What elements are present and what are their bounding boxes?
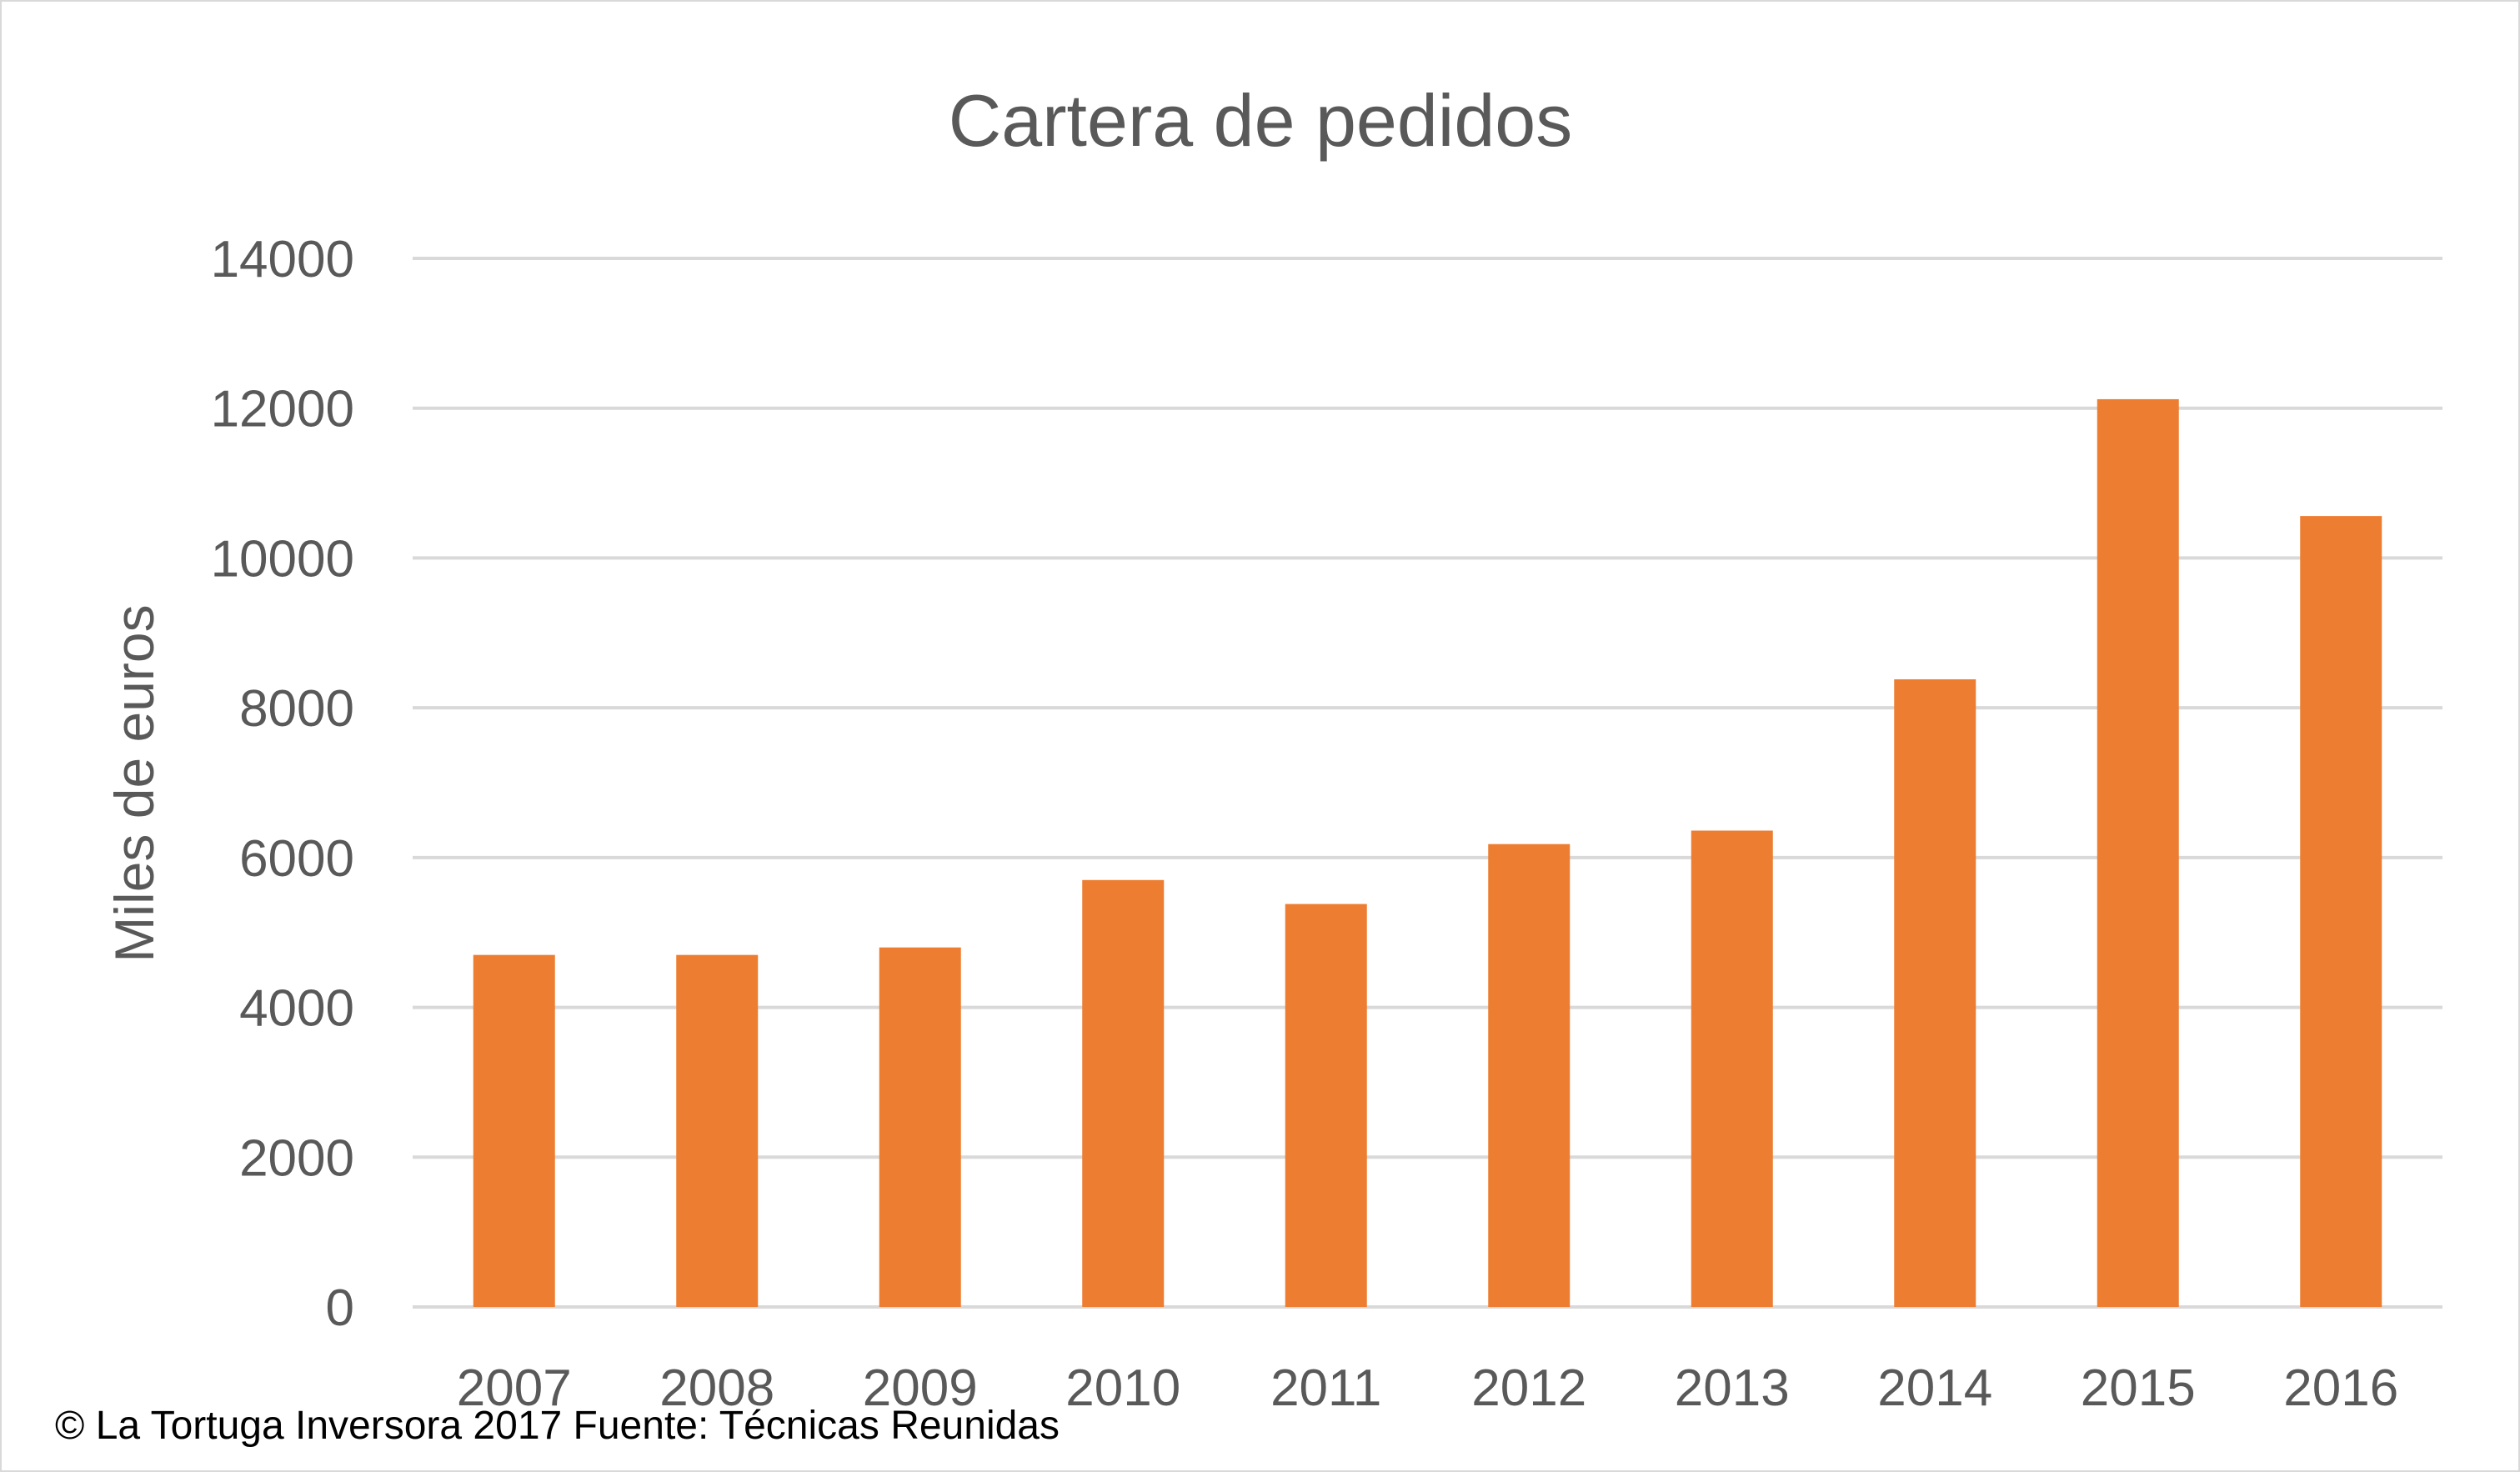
x-tick-label: 2008 bbox=[659, 1359, 774, 1417]
y-tick-label: 10000 bbox=[211, 530, 354, 588]
bar-2009 bbox=[879, 947, 961, 1307]
bar-2014 bbox=[1894, 678, 1976, 1307]
x-tick-label: 2014 bbox=[1877, 1359, 1992, 1417]
x-tick-label: 2010 bbox=[1065, 1359, 1180, 1417]
chart-title: Cartera de pedidos bbox=[949, 79, 1572, 162]
bar-2007 bbox=[473, 954, 555, 1307]
y-axis-title: Miles de euros bbox=[103, 604, 165, 962]
bar-2011 bbox=[1285, 904, 1367, 1307]
bar-2015 bbox=[2097, 398, 2179, 1308]
x-axis-ticks: 2007 2008 2009 2010 2011 2012 2013 2014 2015 2016 bbox=[457, 1359, 2398, 1417]
y-tick-label: 2000 bbox=[239, 1129, 354, 1187]
y-tick-label: 6000 bbox=[239, 830, 354, 888]
x-tick-label: 2015 bbox=[2081, 1359, 2196, 1417]
y-tick-label: 8000 bbox=[239, 680, 354, 738]
y-tick-label: 4000 bbox=[239, 980, 354, 1038]
x-tick-label: 2016 bbox=[2283, 1359, 2398, 1417]
bar-2016 bbox=[2300, 516, 2382, 1307]
y-tick-label: 12000 bbox=[211, 381, 354, 438]
x-tick-label: 2013 bbox=[1675, 1359, 1790, 1417]
y-tick-label: 0 bbox=[326, 1279, 354, 1337]
x-tick-label: 2007 bbox=[457, 1359, 572, 1417]
x-tick-label: 2012 bbox=[1471, 1359, 1586, 1417]
bar-2013 bbox=[1691, 830, 1773, 1307]
bar-2012 bbox=[1488, 844, 1571, 1307]
y-tick-label: 14000 bbox=[211, 231, 354, 288]
x-tick-label: 2009 bbox=[863, 1359, 978, 1417]
bars bbox=[473, 398, 2382, 1308]
bar-2008 bbox=[676, 954, 759, 1307]
footer-credit: © La Tortuga Inversora 2017 Fuente: Técn… bbox=[55, 1404, 1060, 1448]
y-axis-ticks: 0 2000 4000 6000 8000 10000 12000 14000 bbox=[211, 231, 354, 1337]
x-tick-label: 2011 bbox=[1270, 1359, 1381, 1417]
bar-2010 bbox=[1082, 879, 1165, 1307]
